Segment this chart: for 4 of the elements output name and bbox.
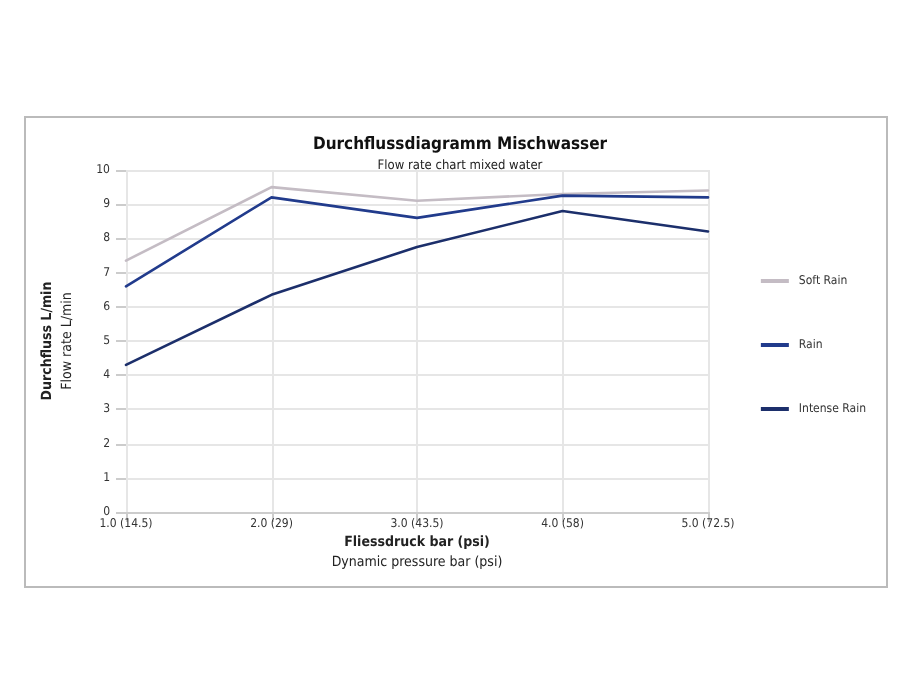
line-series [124, 185, 710, 262]
chart-title: Durchflussdiagramm Mischwasser [312, 135, 608, 155]
line-series [124, 209, 710, 367]
line-series [124, 194, 710, 288]
